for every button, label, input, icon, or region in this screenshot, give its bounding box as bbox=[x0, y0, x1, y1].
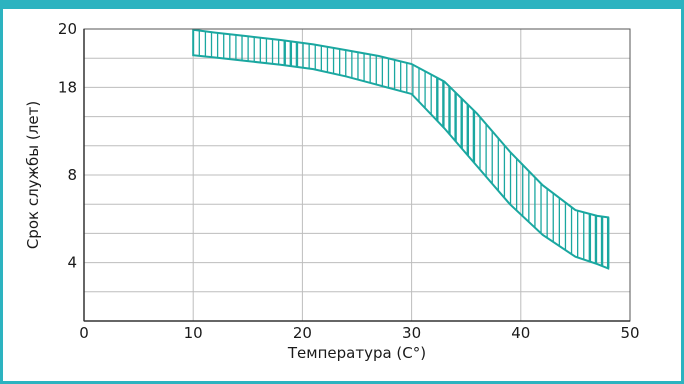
x-tick-label: 40 bbox=[511, 324, 530, 342]
band-outline bbox=[192, 28, 610, 270]
x-tick-label: 20 bbox=[293, 324, 312, 342]
x-tick-label: 50 bbox=[620, 324, 639, 342]
x-tick-labels: 0 10 20 30 40 50 bbox=[79, 324, 639, 342]
band-stripes bbox=[192, 29, 610, 269]
x-tick-label: 0 bbox=[79, 324, 89, 342]
y-tick-labels: 20 18 8 4 bbox=[58, 20, 77, 272]
grid bbox=[84, 29, 630, 321]
x-tick-label: 10 bbox=[184, 324, 203, 342]
y-axis-title: Срок службы (лет) bbox=[24, 101, 42, 249]
y-tick-label: 4 bbox=[67, 254, 77, 272]
y-tick-label: 20 bbox=[58, 20, 77, 38]
x-axis-title: Температура (C°) bbox=[287, 344, 426, 362]
x-tick-label: 30 bbox=[402, 324, 421, 342]
axes bbox=[83, 28, 631, 322]
y-tick-label: 8 bbox=[67, 166, 77, 184]
y-tick-label: 18 bbox=[58, 78, 77, 96]
